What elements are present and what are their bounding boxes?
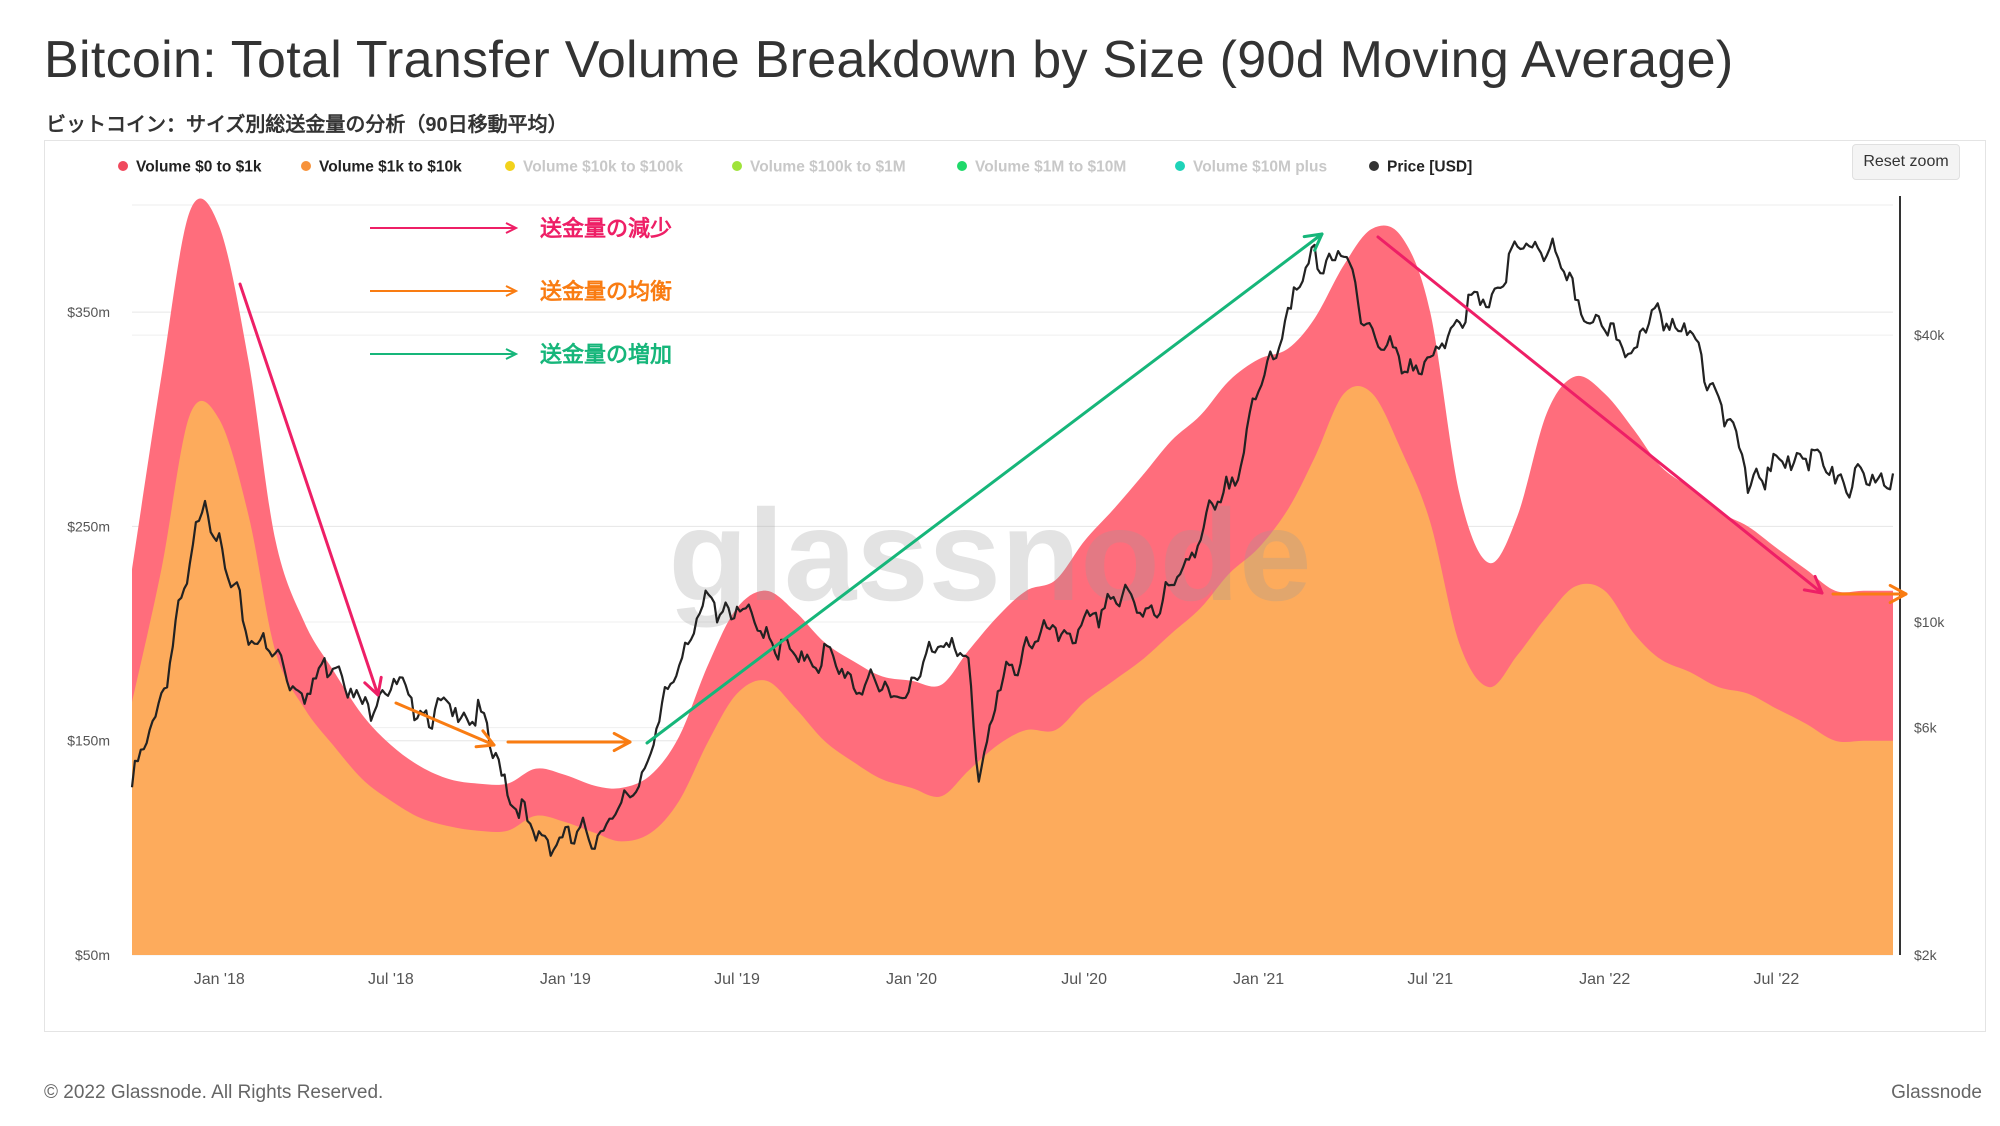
legend-item-label: Volume $1k to $10k [319,159,462,176]
reset-zoom-button[interactable]: Reset zoom [1852,144,1960,180]
x-tick-label: Jul '18 [368,971,414,988]
footer-copyright: © 2022 Glassnode. All Rights Reserved. [44,1082,384,1103]
legend-item-label: Volume $1M to $10M [975,159,1126,176]
x-tick-label: Jan '20 [886,971,937,988]
annotation-key-label: 送金量の増加 [540,342,672,367]
legend-marker[interactable] [505,161,515,171]
x-tick-label: Jan '19 [540,971,591,988]
legend-item-label: Price [USD] [1387,159,1472,176]
trend-arrow-decrease-head [363,675,383,697]
chart-title: Bitcoin: Total Transfer Volume Breakdown… [44,31,1734,89]
trend-arrow-increase [645,232,1324,745]
legend-marker[interactable] [1175,161,1185,171]
x-tick-label: Jul '21 [1407,971,1453,988]
trend-arrow-increase-head [1302,232,1324,252]
watermark: glassnode [669,482,1312,628]
y-right-tick-label: $40k [1914,327,1945,343]
legend-marker[interactable] [301,161,311,171]
footer-brand: Glassnode [1891,1082,1982,1103]
x-tick-label: Jul '20 [1061,971,1107,988]
annotation-key-label: 送金量の均衡 [540,279,672,304]
chart-container [44,140,1986,1032]
legend-marker[interactable] [957,161,967,171]
legend-item-label: Volume $10k to $100k [523,159,683,176]
trend-arrow-balance-head [474,729,496,749]
chart-subtitle: ビットコイン：サイズ別総送金量の分析（90日移動平均） [46,114,568,136]
x-tick-label: Jul '22 [1753,971,1799,988]
annotation-key-arrowhead [505,348,519,360]
annotation-key-label: 送金量の減少 [540,216,672,241]
trend-arrow-decrease [1376,235,1824,595]
y-left-tick-label: $150m [67,733,110,749]
legend-item-label: Volume $100k to $1M [750,159,906,176]
trend-arrow-decrease [238,282,380,697]
legend-marker[interactable] [732,161,742,171]
y-right-tick-label: $10k [1914,614,1945,630]
y-left-tick-label: $50m [75,947,110,963]
legend-item-label: Volume $0 to $1k [136,159,262,176]
x-tick-label: Jan '18 [194,971,245,988]
y-left-tick-label: $350m [67,304,110,320]
y-right-tick-label: $2k [1914,947,1938,963]
legend-marker[interactable] [1369,161,1379,171]
y-left-tick-label: $250m [67,518,110,534]
trend-arrow-balance [394,701,496,747]
legend-item-label: Volume $10M plus [1193,159,1327,176]
x-tick-label: Jul '19 [714,971,760,988]
y-right-tick-label: $6k [1914,720,1938,736]
price-line [130,237,1895,857]
trend-arrow-balance-head [1888,583,1908,605]
trend-arrow-decrease-head [1802,574,1824,595]
annotation-key-arrowhead [505,222,519,234]
area-volume-1k-10k [132,385,1893,955]
x-tick-label: Jan '21 [1233,971,1284,988]
x-tick-label: Jan '22 [1579,971,1630,988]
trend-arrow-balance-head [612,731,632,753]
annotation-key-arrowhead [505,285,519,297]
legend-marker[interactable] [118,161,128,171]
